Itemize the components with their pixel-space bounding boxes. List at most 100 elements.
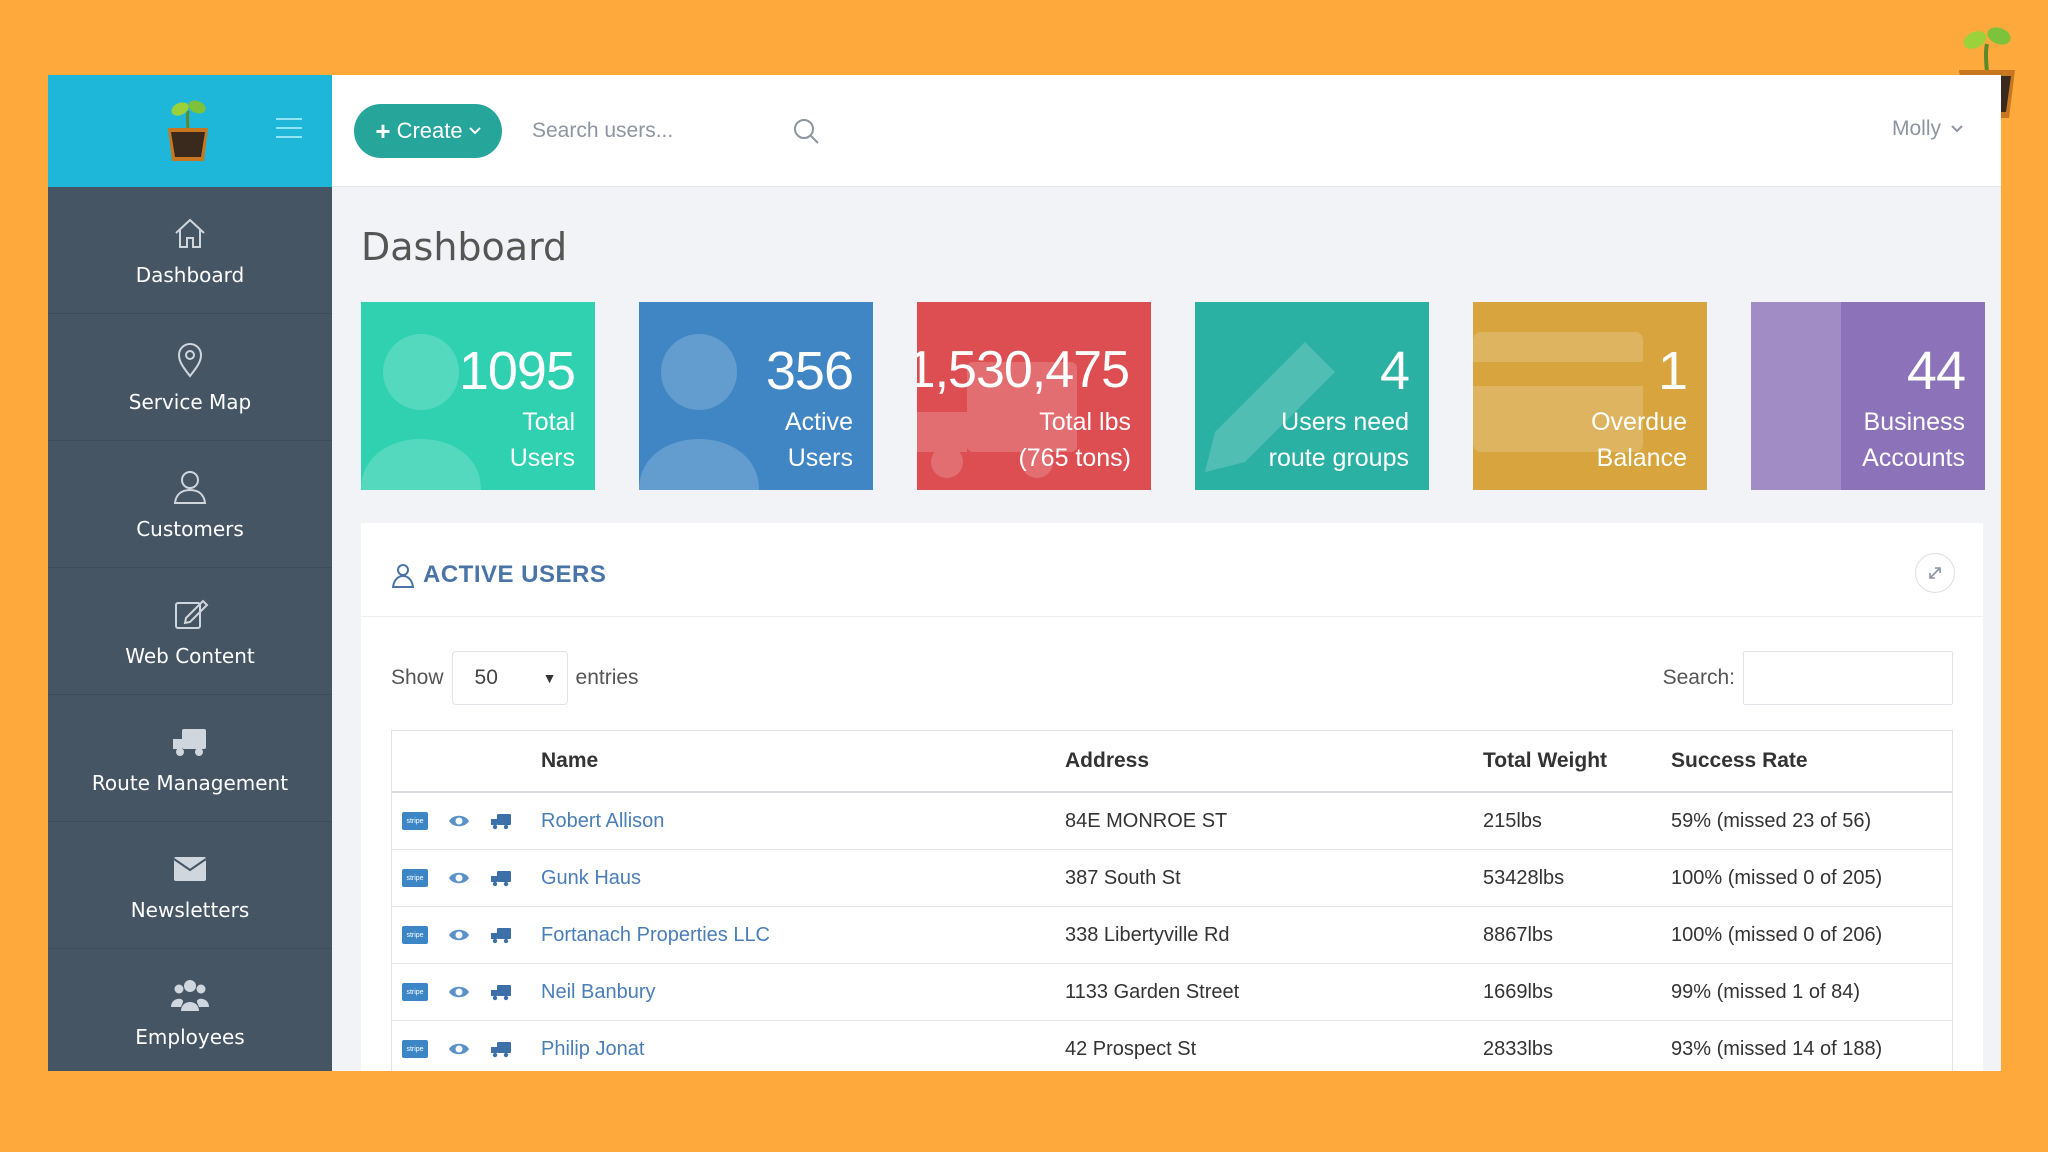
weight-cell: 8867lbs [1483, 923, 1554, 946]
eye-icon[interactable] [448, 1040, 470, 1058]
sidebar-item-label: Newsletters [130, 898, 250, 922]
eye-icon[interactable] [448, 812, 470, 830]
eye-icon[interactable] [448, 926, 470, 944]
column-header-address[interactable]: Address [1065, 749, 1150, 772]
row-actions: stripe [392, 812, 541, 830]
app-window: Dashboard Service Map Customers Web Cont… [48, 75, 2001, 1071]
entries-label: entries [575, 666, 639, 689]
users-icon [639, 334, 759, 490]
user-name: Molly [1891, 117, 1941, 140]
column-header-success-rate[interactable]: Success Rate [1671, 749, 1808, 772]
sidebar-item-newsletters[interactable]: Newsletters [48, 822, 332, 949]
create-label: Create [396, 118, 463, 143]
stat-value: 1,530,475 [917, 341, 1130, 399]
success-rate-cell: 100% (missed 0 of 206) [1671, 923, 1883, 946]
eye-icon[interactable] [448, 869, 470, 887]
weight-cell: 1669lbs [1483, 980, 1554, 1003]
stat-tile-route-groups[interactable]: 4 Users need route groups [1195, 302, 1429, 490]
success-rate-cell: 100% (missed 0 of 205) [1671, 866, 1883, 889]
success-rate-cell: 93% (missed 14 of 188) [1671, 1037, 1883, 1060]
user-name-link[interactable]: Gunk Haus [541, 866, 642, 889]
stat-tile-business-accounts[interactable]: 44 Business Accounts [1751, 302, 1985, 490]
search-icon[interactable] [792, 117, 820, 145]
user-name-link[interactable]: Neil Banbury [541, 980, 656, 1003]
map-pin-icon [177, 343, 203, 378]
stripe-icon[interactable]: stripe [402, 869, 428, 887]
stat-tile-overdue-balance[interactable]: 1 Overdue Balance [1473, 302, 1707, 490]
plus-icon: + [375, 116, 391, 146]
sidebar-item-label: Employees [135, 1025, 245, 1049]
eye-icon[interactable] [448, 983, 470, 1001]
stat-value: 1 [1657, 341, 1688, 401]
table-search: Search: [1663, 651, 1953, 705]
caret-down-icon: ▼ [542, 670, 557, 686]
sidebar: Dashboard Service Map Customers Web Cont… [48, 75, 332, 1071]
truck-icon[interactable] [490, 1040, 512, 1058]
column-header-total-weight[interactable]: Total Weight [1483, 749, 1608, 772]
sidebar-item-web-content[interactable]: Web Content [48, 568, 332, 695]
search-users-input[interactable] [532, 111, 752, 151]
stat-value: 356 [765, 341, 854, 401]
success-rate-cell: 59% (missed 23 of 56) [1671, 809, 1872, 832]
home-icon [175, 218, 205, 248]
sidebar-item-label: Service Map [128, 390, 252, 414]
stat-tile-total-lbs[interactable]: 1,530,475 Total lbs (765 tons) [917, 302, 1151, 490]
sidebar-item-label: Dashboard [135, 263, 245, 287]
column-header-name[interactable]: Name [541, 749, 599, 772]
truck-icon[interactable] [490, 983, 512, 1001]
sidebar-item-service-map[interactable]: Service Map [48, 314, 332, 441]
menu-toggle-icon[interactable] [276, 118, 302, 140]
row-actions: stripe [392, 1040, 541, 1058]
stat-tile-active-users[interactable]: 356 Active Users [639, 302, 873, 490]
active-users-table: Name Address Total Weight Success Rate s… [391, 730, 1953, 1071]
weight-cell: 53428lbs [1483, 866, 1565, 889]
address-cell: 84E MONROE ST [1065, 809, 1228, 832]
stripe-icon[interactable]: stripe [402, 926, 428, 944]
create-button[interactable]: + Create [354, 104, 502, 158]
chevron-down-icon [1951, 125, 1963, 133]
sidebar-item-label: Route Management [91, 771, 289, 795]
table-row: stripe Gunk Haus 387 South St 53428lbs 100% … [392, 850, 1952, 907]
show-label: Show [391, 666, 444, 689]
user-name-link[interactable]: Fortanach Properties LLC [541, 923, 771, 946]
row-actions: stripe [392, 926, 541, 944]
table-search-input[interactable] [1743, 651, 1953, 705]
table-row: stripe Robert Allison 84E MONROE ST 215lbs 5… [392, 793, 1952, 850]
stat-tile-total-users[interactable]: 1095 Total Users [361, 302, 595, 490]
building-icon [1751, 302, 1841, 490]
expand-button[interactable] [1915, 553, 1955, 593]
sidebar-item-employees[interactable]: Employees [48, 949, 332, 1071]
pencil-icon [1205, 342, 1335, 472]
truck-icon[interactable] [490, 926, 512, 944]
plant-pot-logo[interactable] [165, 97, 211, 163]
stat-label: Users need route groups [1268, 408, 1409, 472]
truck-icon[interactable] [490, 812, 512, 830]
truck-icon [173, 729, 206, 756]
row-actions: stripe [392, 983, 541, 1001]
success-rate-cell: 99% (missed 1 of 84) [1671, 980, 1860, 1003]
entries-control: Show 50 ▼ entries [391, 651, 639, 705]
weight-cell: 2833lbs [1483, 1037, 1554, 1060]
stripe-icon[interactable]: stripe [402, 983, 428, 1001]
user-menu[interactable]: Molly [1892, 117, 1963, 141]
table-header-row: Name Address Total Weight Success Rate [392, 731, 1952, 793]
entries-value: 50 [474, 666, 498, 689]
page-title: Dashboard [361, 225, 568, 269]
stripe-icon[interactable]: stripe [402, 812, 428, 830]
user-name-link[interactable]: Robert Allison [541, 809, 665, 832]
sidebar-item-route-management[interactable]: Route Management [48, 695, 332, 822]
truck-icon[interactable] [490, 869, 512, 887]
users-icon [361, 334, 481, 490]
edit-icon [175, 599, 209, 629]
sidebar-item-dashboard[interactable]: Dashboard [48, 187, 332, 314]
entries-select[interactable]: 50 ▼ [451, 651, 568, 705]
chevron-down-icon [468, 127, 481, 135]
stat-value: 1095 [458, 341, 576, 401]
stat-label: Total Users [509, 408, 575, 472]
user-name-link[interactable]: Philip Jonat [541, 1037, 645, 1060]
active-users-panel: ACTIVE USERS Show 50 ▼ entries Search: N… [361, 523, 1983, 1071]
truck-icon [917, 362, 1077, 478]
sidebar-item-customers[interactable]: Customers [48, 441, 332, 568]
stat-value: 4 [1379, 341, 1410, 401]
stripe-icon[interactable]: stripe [402, 1040, 428, 1058]
